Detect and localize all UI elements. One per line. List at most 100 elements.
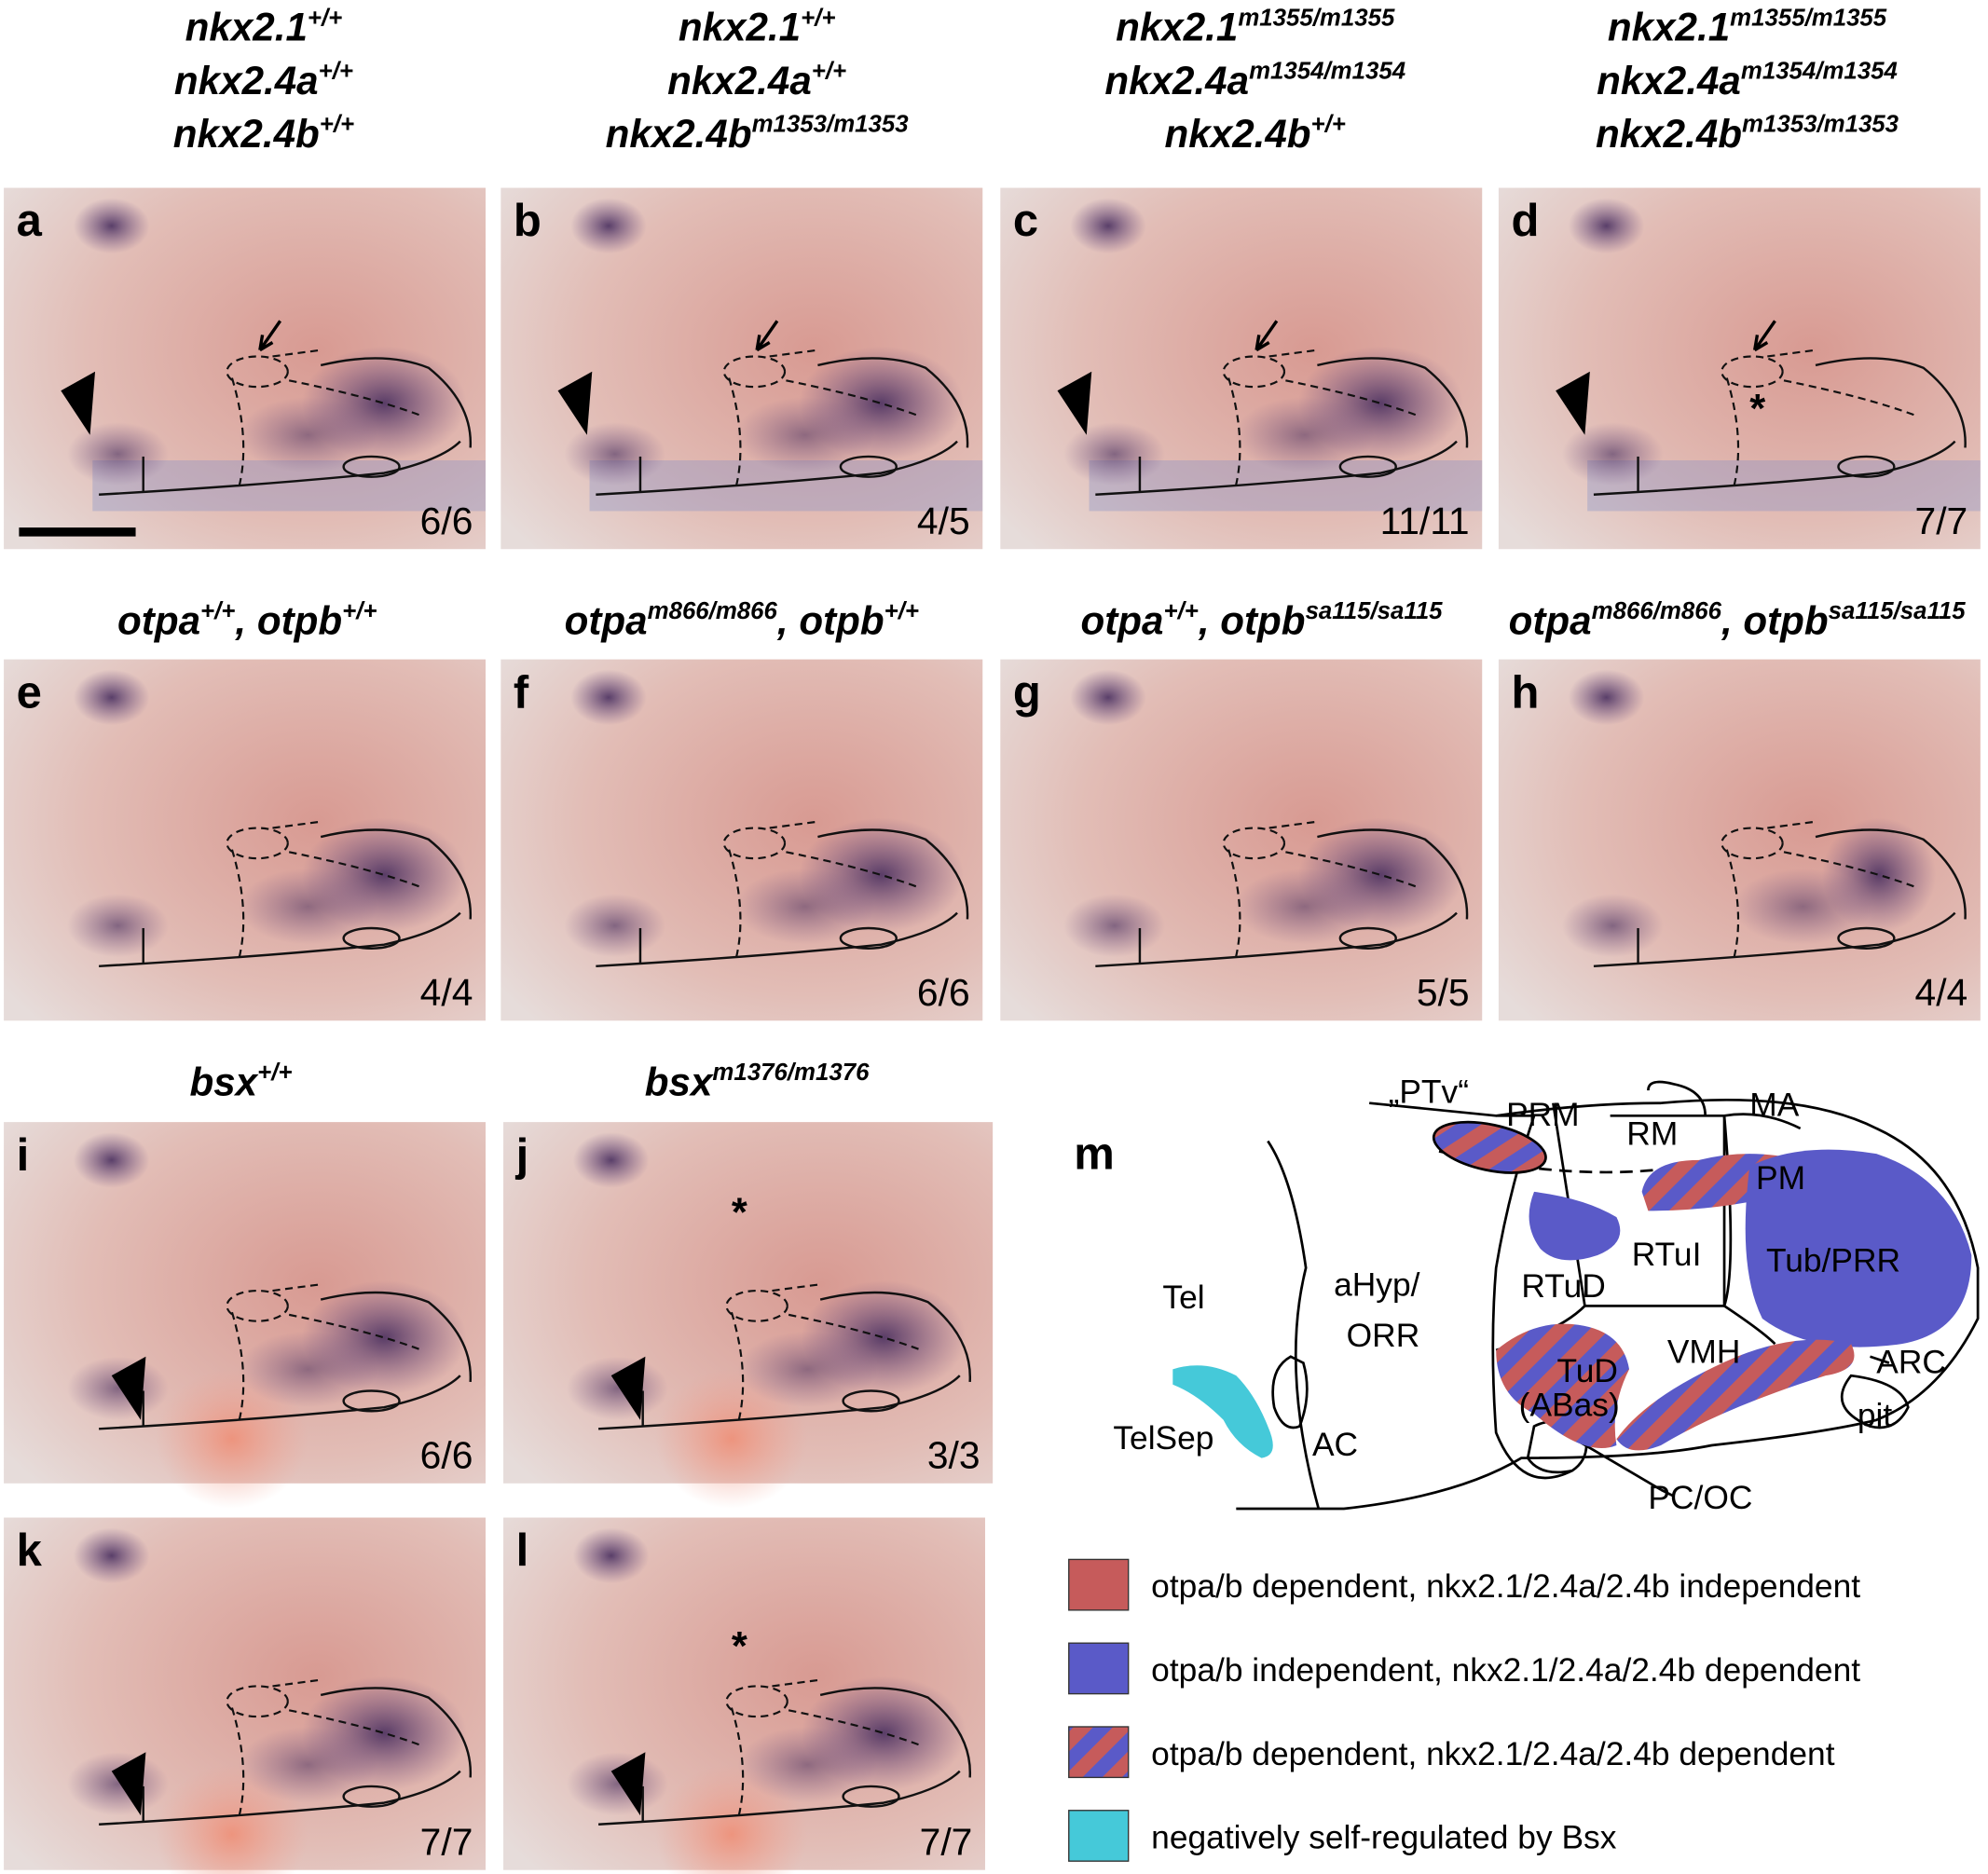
dashed-boundary	[230, 1707, 245, 1820]
stain-preoptic	[564, 894, 666, 958]
outline-ventral	[1095, 911, 1458, 968]
dashed-outline	[226, 1283, 423, 1425]
outline-pit	[342, 926, 401, 950]
stain-preoptic	[567, 1752, 668, 1816]
outline-ventral	[99, 1770, 461, 1826]
outline	[596, 828, 969, 968]
genotype-label: otpa+/+, otpbsa115/sa115	[1081, 598, 1444, 642]
dashed-boundary	[288, 1313, 423, 1351]
outline-dome	[1317, 357, 1469, 448]
dashed-nucleus	[226, 1685, 289, 1718]
gene-name: otpa	[1509, 598, 1592, 642]
region-label: ARC	[1876, 1344, 1946, 1380]
allele-superscript: m1355/m1355	[1238, 5, 1395, 31]
dashed-boundary	[272, 1283, 322, 1293]
photo-panel: a 6/6	[4, 187, 487, 550]
legend-swatch	[1068, 1726, 1130, 1779]
outline	[99, 1687, 472, 1826]
allele-superscript: +/+	[257, 1060, 292, 1086]
dashed-boundary	[786, 379, 920, 417]
gene-name: otpa	[117, 598, 200, 642]
genotype-label: nkx2.1+/+	[679, 5, 836, 48]
photo-panel: h 4/4	[1498, 659, 1981, 1021]
genotype-label: bsxm1376/m1376	[645, 1060, 870, 1103]
dashed-boundary	[769, 820, 818, 829]
tissue-background	[1498, 187, 1981, 550]
gene-name: nkx2.1	[185, 6, 308, 49]
dashed-boundary	[1783, 379, 1918, 417]
panel-count: 6/6	[420, 499, 473, 542]
outline-dome	[1815, 828, 1967, 920]
photo-panel: i 6/6	[4, 1122, 487, 1510]
panel-letter: l	[516, 1525, 529, 1576]
outline	[99, 1291, 472, 1430]
photo-panel: k 7/7	[4, 1517, 487, 1874]
allele-superscript: m1354/m1354	[1741, 59, 1898, 85]
stain-tuberal	[737, 1726, 878, 1803]
arrowhead	[61, 371, 96, 435]
dashed-boundary	[788, 1709, 923, 1747]
panel-letter: f	[514, 667, 529, 718]
dashed-boundary	[1725, 377, 1740, 490]
dashed-outline	[226, 820, 423, 962]
outline-dome	[320, 357, 472, 448]
stain-preoptic	[1063, 894, 1166, 958]
dashed-boundary	[1767, 820, 1817, 829]
allele-superscript: sa115/sa115	[1829, 598, 1967, 624]
genotype-label: nkx2.4b+/+	[173, 112, 354, 156]
panel-count: 7/7	[920, 1820, 973, 1863]
panel-letter: k	[17, 1525, 43, 1576]
legend-swatch	[1068, 1642, 1130, 1695]
legend-label: otpa/b dependent, nkx2.1/2.4a/2.4b depen…	[1151, 1736, 1835, 1772]
panel-count: 4/4	[420, 971, 473, 1014]
dashed-outline	[226, 349, 423, 490]
outline	[598, 1291, 971, 1430]
stain-preoptic	[567, 1356, 668, 1420]
region-label: VMH	[1667, 1334, 1741, 1371]
legend-label: otpa/b dependent, nkx2.1/2.4a/2.4b indep…	[1151, 1568, 1860, 1605]
arrow	[755, 320, 779, 352]
dashed-nucleus	[722, 355, 787, 389]
gene-name: nkx2.1	[679, 6, 801, 49]
stain-preoptic	[67, 894, 169, 958]
stain-epiphysis	[1568, 198, 1645, 254]
panel-letter: a	[17, 196, 43, 246]
gene-name: otpa	[1081, 598, 1164, 642]
dashed-boundary	[788, 1313, 923, 1351]
outline-pit	[842, 1785, 900, 1808]
outline-ventral	[99, 911, 461, 968]
genotype-label: nkx2.4b+/+	[1165, 112, 1346, 156]
region-label: MA	[1749, 1087, 1799, 1123]
stain-preoptic	[564, 422, 666, 486]
arrowhead	[610, 1752, 646, 1816]
region-label: aHyp/	[1334, 1266, 1420, 1303]
outline	[1593, 357, 1967, 496]
gene-name: nkx2.4b	[606, 112, 752, 156]
dashed-outline	[725, 1678, 923, 1820]
dashed-nucleus	[1721, 355, 1784, 389]
stain-tuberal	[734, 869, 875, 945]
outline-dome	[320, 828, 472, 920]
arrowhead	[111, 1356, 146, 1420]
dashed-boundary	[1783, 851, 1918, 889]
orange-tissue	[156, 1369, 308, 1510]
arrow	[258, 320, 282, 352]
asterisk-marker: *	[732, 1624, 747, 1669]
outline-pit	[839, 926, 898, 950]
stain-epiphysis	[73, 198, 150, 254]
genotype-label: otpam866/m866, otpb+/+	[565, 598, 919, 642]
dashed-boundary	[772, 1283, 821, 1293]
panel-letter: j	[515, 1130, 529, 1181]
region-label: AC	[1312, 1427, 1358, 1463]
region-label: RTuD	[1521, 1268, 1605, 1305]
genotype-label: bsx+/+	[189, 1060, 292, 1103]
panel-letter: h	[1512, 667, 1540, 718]
dashed-nucleus	[226, 355, 289, 389]
allele-superscript: +/+	[320, 112, 354, 138]
outline-ventral	[598, 1770, 961, 1826]
genotype-label: nkx2.4am1354/m1354	[1104, 59, 1405, 103]
outline-ventral	[1593, 911, 1956, 968]
allele-superscript: +/+	[308, 5, 342, 31]
schematic	[1172, 1080, 1980, 1511]
